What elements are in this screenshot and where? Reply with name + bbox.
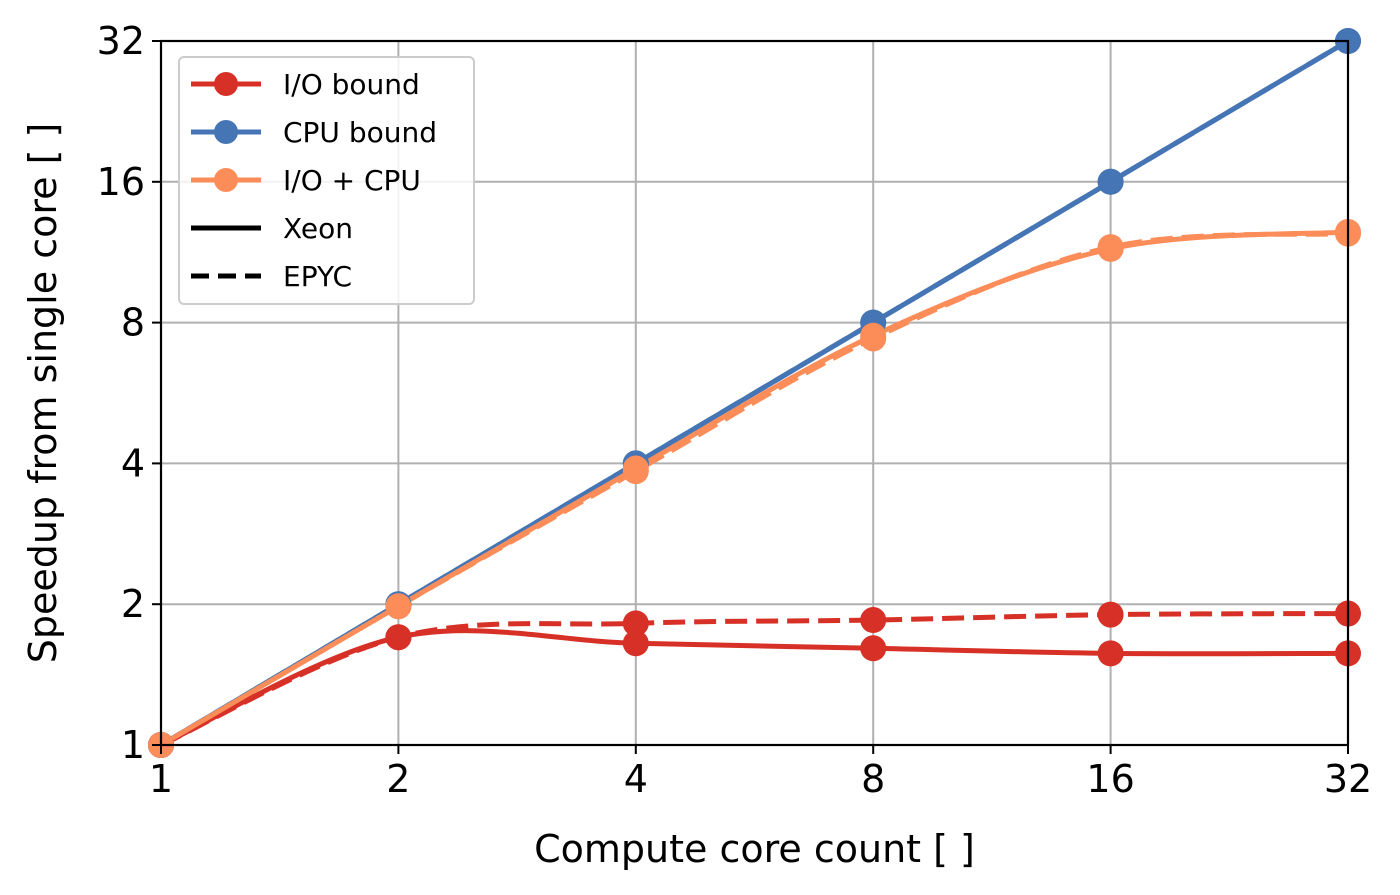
series-line-i-o-cpu-epyc xyxy=(159,231,1349,748)
legend-marker xyxy=(214,72,238,96)
series-line-i-o-bound-xeon xyxy=(159,628,1349,748)
y-tick-label: 16 xyxy=(97,160,145,204)
legend-label: Xeon xyxy=(283,212,353,245)
series-lines xyxy=(159,38,1350,748)
legend: I/O bound CPU bound I/O + CPU Xeon EPYC xyxy=(178,56,475,305)
x-axis-label: Compute core count [ ] xyxy=(534,827,975,871)
legend-marker xyxy=(214,120,238,144)
legend-label: I/O bound xyxy=(283,68,420,101)
marker-i-o-bound-epyc xyxy=(860,607,887,634)
x-tick-label: 16 xyxy=(1086,757,1134,801)
marker-i-o-bound-xeon xyxy=(385,624,412,651)
y-tick-label: 32 xyxy=(97,19,145,63)
series-line-i-o-bound-epyc xyxy=(159,611,1349,748)
legend-item: I/O bound xyxy=(191,68,420,101)
legend-item: I/O + CPU xyxy=(191,164,421,197)
x-tick-label: 32 xyxy=(1324,757,1372,801)
legend-box xyxy=(178,56,475,305)
series-markers xyxy=(148,28,1361,758)
legend-item: CPU bound xyxy=(191,116,437,149)
legend-marker xyxy=(214,168,238,192)
marker-i-o-cpu-xeon xyxy=(622,455,649,482)
marker-cpu-bound-xeon xyxy=(1097,168,1124,195)
marker-i-o-bound-xeon xyxy=(860,635,887,662)
marker-i-o-cpu-xeon xyxy=(860,322,887,349)
marker-i-o-bound-epyc xyxy=(1097,601,1124,628)
marker-i-o-cpu-xeon xyxy=(385,593,412,620)
x-tick-label: 8 xyxy=(861,757,885,801)
axis-ticks: 1 2 4 8 16 32 1 2 4 8 16 32 xyxy=(97,19,1373,801)
legend-item: Xeon xyxy=(191,212,353,245)
plot-frame xyxy=(159,39,1350,747)
y-axis-label: Speedup from single core [ ] xyxy=(21,123,65,664)
marker-i-o-cpu-xeon xyxy=(1097,235,1124,262)
marker-i-o-bound-epyc xyxy=(622,610,649,637)
x-tick-label: 1 xyxy=(149,757,173,801)
marker-i-o-bound-xeon xyxy=(622,630,649,657)
legend-item: EPYC xyxy=(191,260,352,293)
y-tick-label: 8 xyxy=(121,301,145,345)
y-tick-label: 4 xyxy=(121,441,145,485)
y-tick-label: 2 xyxy=(121,582,145,626)
legend-label: EPYC xyxy=(283,260,352,293)
series-line-i-o-cpu-xeon xyxy=(159,229,1349,748)
legend-label: CPU bound xyxy=(283,116,437,149)
x-tick-label: 2 xyxy=(386,757,410,801)
marker-i-o-bound-xeon xyxy=(1097,640,1124,667)
x-tick-label: 4 xyxy=(624,757,648,801)
y-tick-label: 1 xyxy=(121,723,145,767)
legend-label: I/O + CPU xyxy=(283,164,421,197)
